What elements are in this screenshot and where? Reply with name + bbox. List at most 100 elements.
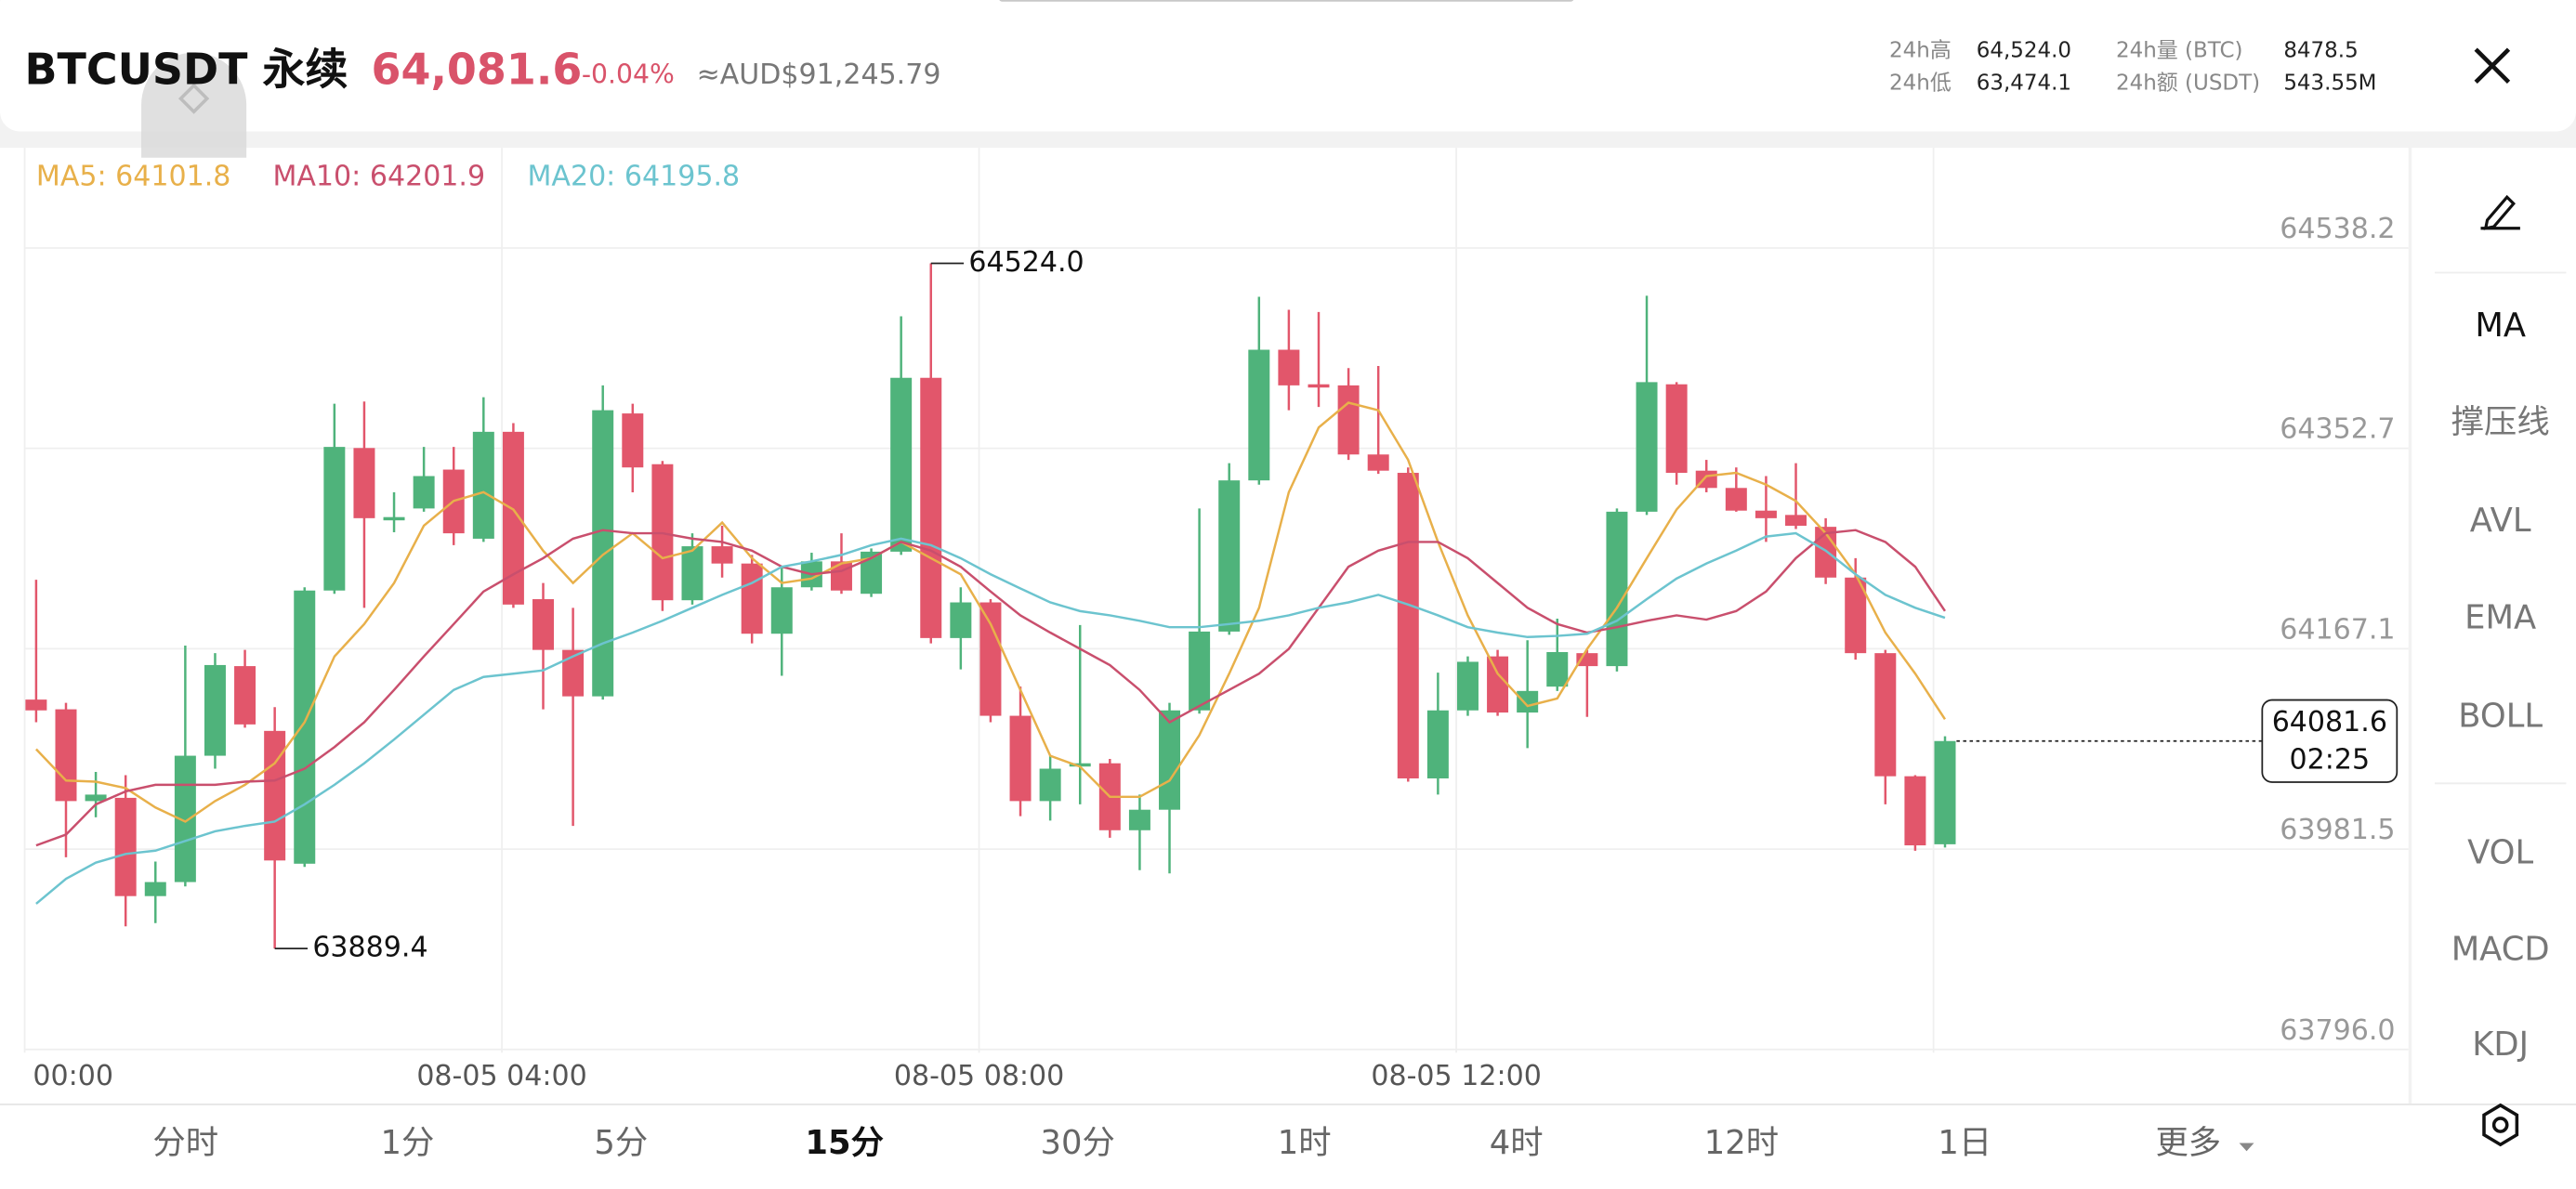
stat-value: 8478.5 [2283, 38, 2358, 62]
candle-body [890, 377, 913, 552]
stat-label: 24h低 [1889, 72, 1952, 96]
candle-body [1785, 515, 1807, 526]
candle-body [1069, 763, 1091, 767]
settings-icon-center [2491, 1117, 2509, 1133]
candle-body [144, 882, 166, 896]
indicator-tool[interactable]: EMA [2464, 599, 2536, 637]
indicator-tool[interactable]: MACD [2451, 931, 2550, 969]
candle-body [1845, 577, 1867, 654]
candle-body [1128, 809, 1150, 830]
candle-body [1546, 651, 1569, 687]
indicator-tool[interactable]: KDJ [2472, 1026, 2529, 1064]
countdown: 02:25 [2290, 743, 2371, 776]
interval-tab[interactable]: 1时 [1278, 1124, 1332, 1162]
ma-line [34, 401, 1947, 823]
close-button[interactable] [2474, 47, 2511, 85]
interval-tab[interactable]: 4时 [1490, 1124, 1544, 1162]
interval-tab[interactable]: 分时 [152, 1124, 218, 1162]
candle-body [1904, 776, 1926, 846]
change: -0.04% [582, 59, 675, 89]
interval-tab[interactable]: 12时 [1704, 1124, 1779, 1162]
settings-icon[interactable] [2482, 1103, 2519, 1147]
candle-body [1606, 511, 1628, 667]
candle-body [323, 447, 346, 591]
candle-body [1278, 349, 1300, 385]
interval-bar [0, 1104, 2576, 1189]
interval-tab[interactable]: 30分 [1041, 1124, 1115, 1162]
candle-body [85, 794, 107, 802]
candle-body [562, 649, 585, 697]
candle-body [383, 516, 405, 521]
y-tick-label: 64167.1 [2280, 613, 2395, 646]
stat-label: 24h高 [1889, 38, 1952, 62]
candle-body [1039, 768, 1061, 802]
candle-body [294, 590, 316, 864]
stat-value: 64,524.0 [1977, 38, 2071, 62]
logo-watermark [141, 52, 247, 158]
last-price-box [2261, 699, 2399, 783]
candle-body [1248, 349, 1270, 481]
indicator-tool[interactable]: AVL [2470, 502, 2531, 540]
x-tick-label: 08-05 08:00 [894, 1060, 1064, 1092]
stat-value: 63,474.1 [1977, 72, 2071, 96]
interval-tab[interactable]: 5分 [594, 1124, 648, 1162]
interval-tab[interactable]: 1分 [381, 1124, 435, 1162]
y-tick-label: 63981.5 [2280, 814, 2395, 846]
candle-body [1009, 715, 1032, 802]
legend-entry: MA10: 64201.9 [272, 160, 485, 192]
candle-body [25, 699, 47, 711]
candle-body [1218, 480, 1241, 632]
tool-panel [2412, 148, 2576, 1104]
legend-entry: MA5: 64101.8 [36, 160, 231, 192]
candle-body [1456, 661, 1479, 711]
candle-body [711, 546, 733, 564]
candle-body [920, 377, 942, 638]
candle-body [1189, 631, 1211, 711]
interval-tab[interactable]: 1日 [1938, 1124, 1991, 1162]
candle-body [681, 546, 703, 601]
drag-handle[interactable] [999, 0, 1574, 2]
ma-line [35, 531, 1946, 905]
y-tick-label: 63796.0 [2280, 1014, 2395, 1047]
candle-body [1725, 488, 1747, 511]
high-label: 64524.0 [968, 246, 1084, 279]
indicator-tool[interactable]: 撑压线 [2451, 403, 2550, 441]
draw-tool[interactable] [2480, 194, 2520, 230]
x-tick-label: 08-05 12:00 [1371, 1060, 1541, 1092]
candle-body [353, 448, 375, 518]
header-bar [0, 0, 2576, 132]
candle-body [1397, 473, 1419, 778]
candle-body [1934, 740, 1956, 844]
converted-price: ≈AUD$91,245.79 [697, 59, 941, 91]
candle-body [741, 563, 763, 634]
stat-label: 24h量 (BTC) [2116, 38, 2242, 62]
interval-tab[interactable]: 更多 [2155, 1124, 2221, 1162]
candle-body [861, 551, 883, 594]
legend-entry: MA20: 64195.8 [527, 160, 740, 192]
candle-body [979, 602, 1002, 716]
interval-tab[interactable]: 15分 [805, 1124, 884, 1162]
logo-mark [177, 83, 210, 114]
candle-body [1367, 454, 1389, 471]
candle-body [55, 709, 77, 802]
candle-body [1308, 384, 1330, 388]
candle-body [532, 599, 555, 650]
indicator-tool[interactable]: BOLL [2458, 698, 2543, 736]
candle-body [950, 602, 972, 638]
candle-body [1517, 690, 1539, 713]
candle-body [472, 431, 494, 539]
y-tick-label: 64538.2 [2280, 213, 2395, 245]
y-tick-label: 64352.7 [2280, 413, 2395, 446]
low-label: 63889.4 [312, 932, 427, 964]
candle-body [770, 587, 793, 634]
price: 64,081.6 [372, 44, 583, 94]
indicator-tool[interactable]: VOL [2467, 833, 2533, 871]
indicator-tool[interactable]: MA [2475, 307, 2526, 345]
candle-body [174, 755, 196, 882]
candle-body [502, 431, 524, 605]
ma-line [35, 529, 1946, 847]
candle-body [1874, 653, 1897, 777]
candle-body [1755, 510, 1777, 518]
